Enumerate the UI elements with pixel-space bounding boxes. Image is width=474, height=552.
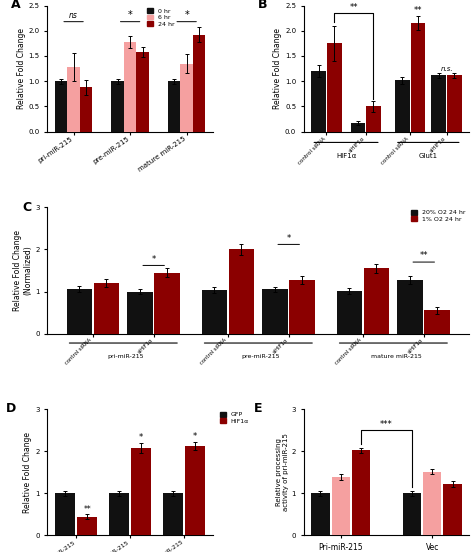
Bar [410, 23, 425, 132]
Text: *: * [139, 433, 144, 442]
Text: pri-miR-215: pri-miR-215 [108, 354, 144, 359]
Bar [311, 493, 329, 535]
Text: *: * [193, 432, 198, 441]
Bar [124, 42, 137, 132]
Bar [128, 291, 153, 333]
Text: **: ** [83, 505, 91, 513]
Text: *: * [287, 233, 291, 243]
Text: n.s.: n.s. [440, 66, 453, 72]
Bar [185, 446, 205, 535]
Bar [155, 273, 180, 333]
Y-axis label: Relative Fold Change: Relative Fold Change [273, 28, 282, 109]
Bar [77, 517, 97, 535]
Bar [397, 280, 423, 333]
Text: *: * [152, 255, 156, 264]
Bar [327, 44, 342, 132]
Bar [80, 87, 92, 132]
Bar [424, 310, 450, 333]
Bar [366, 107, 381, 132]
Bar [311, 71, 326, 132]
Text: B: B [257, 0, 267, 11]
Bar [137, 52, 149, 132]
Bar [66, 289, 92, 333]
Text: Glut1: Glut1 [419, 153, 438, 159]
Text: mature miR-215: mature miR-215 [371, 354, 421, 359]
Bar [403, 493, 421, 535]
Bar [228, 250, 254, 333]
Text: ns: ns [69, 11, 78, 20]
Text: *: * [184, 10, 189, 20]
Text: E: E [254, 402, 263, 415]
Bar [181, 63, 193, 132]
Bar [352, 450, 370, 535]
Bar [109, 493, 129, 535]
Text: C: C [22, 201, 31, 214]
Bar [332, 477, 350, 535]
Bar [193, 35, 205, 132]
Y-axis label: Relative Fold Change
(Normalized): Relative Fold Change (Normalized) [13, 230, 33, 311]
Text: HIF1α: HIF1α [336, 153, 356, 159]
Bar [131, 448, 151, 535]
Bar [55, 493, 75, 535]
Bar [55, 81, 67, 132]
Text: A: A [11, 0, 21, 11]
Bar [364, 268, 389, 333]
Bar [447, 75, 462, 132]
Bar [444, 484, 462, 535]
Bar [263, 289, 288, 333]
Bar [93, 283, 119, 333]
Bar [431, 75, 446, 132]
Text: *: * [128, 10, 133, 20]
Y-axis label: Relative processing
activity of pri-miR-215: Relative processing activity of pri-miR-… [276, 433, 289, 511]
Text: **: ** [414, 6, 422, 15]
Text: pre-miR-215: pre-miR-215 [242, 354, 280, 359]
Text: D: D [6, 402, 16, 415]
Bar [290, 280, 315, 333]
Legend: 20% O2 24 hr, 1% O2 24 hr: 20% O2 24 hr, 1% O2 24 hr [411, 209, 466, 222]
Bar [111, 81, 124, 132]
Bar [163, 493, 183, 535]
Y-axis label: Relative Fold Change: Relative Fold Change [17, 28, 26, 109]
Text: ***: *** [380, 420, 393, 429]
Text: **: ** [350, 3, 358, 12]
Legend: GFP, HIF1α: GFP, HIF1α [219, 411, 249, 424]
Bar [350, 123, 365, 132]
Bar [423, 471, 441, 535]
Bar [337, 291, 362, 333]
Y-axis label: Relative Fold Change: Relative Fold Change [24, 432, 33, 513]
Bar [395, 80, 410, 132]
Bar [67, 67, 80, 132]
Bar [168, 81, 181, 132]
Text: **: ** [419, 251, 428, 261]
Bar [201, 290, 227, 333]
Legend: 0 hr, 6 hr, 24 hr: 0 hr, 6 hr, 24 hr [146, 7, 175, 27]
